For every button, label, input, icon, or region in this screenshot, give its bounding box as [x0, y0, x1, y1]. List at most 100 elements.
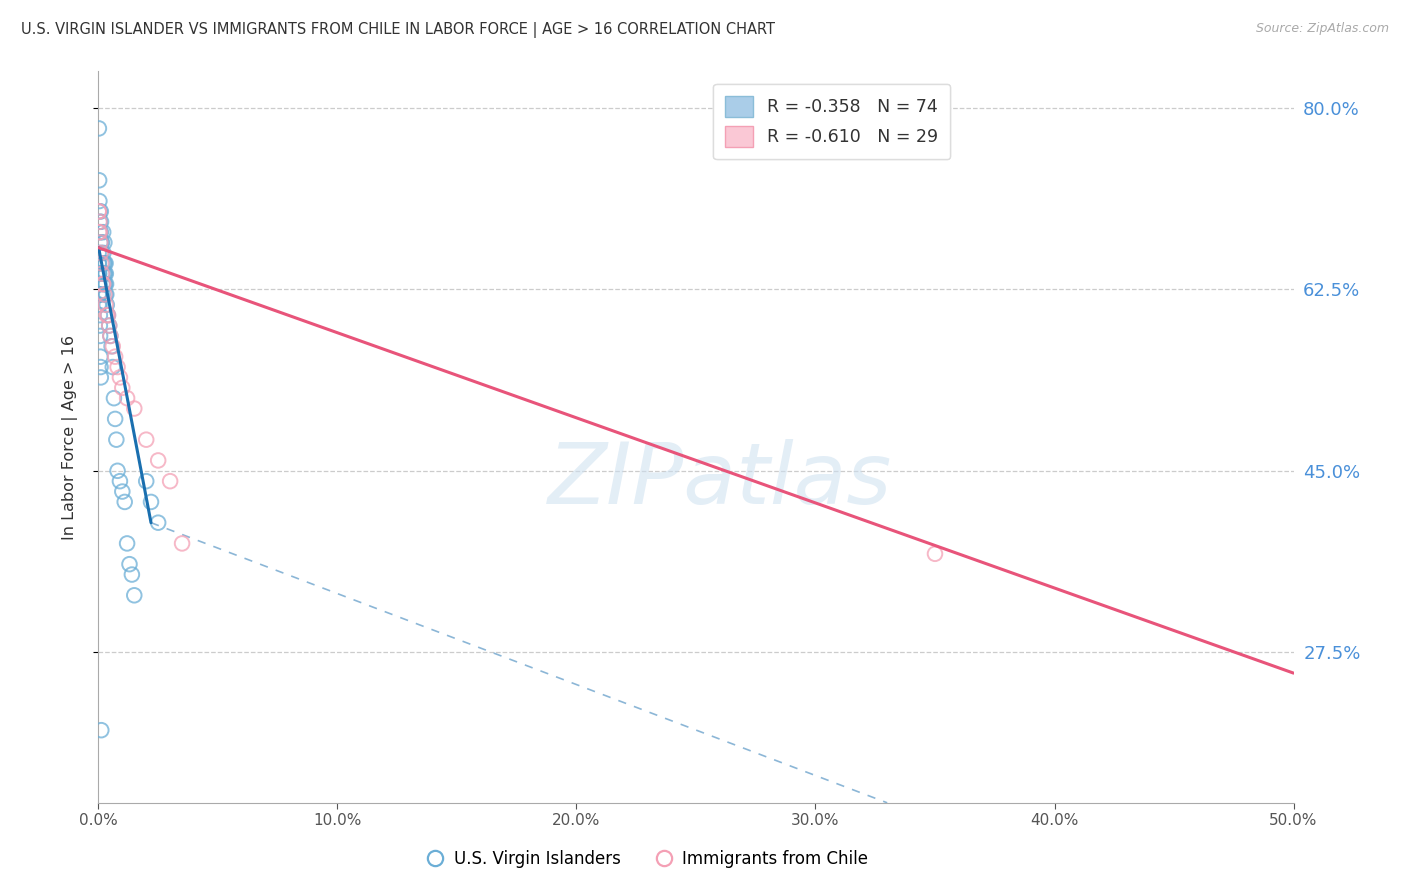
Point: [89, 194, 111, 208]
Point: [87, 277, 110, 291]
Point: [103, 391, 125, 405]
Point: [87, 298, 110, 312]
Point: [87, 267, 110, 281]
Point: [115, 391, 138, 405]
Point: [89, 308, 111, 322]
Point: [89, 287, 111, 301]
Point: [97, 308, 120, 322]
Point: [87, 277, 110, 291]
Point: [135, 474, 157, 488]
Point: [89, 215, 111, 229]
Point: [148, 516, 170, 530]
Point: [111, 381, 134, 395]
Point: [87, 256, 110, 270]
Point: [87, 204, 110, 219]
Point: [91, 277, 114, 291]
Point: [90, 256, 112, 270]
Point: [89, 298, 111, 312]
Point: [89, 277, 111, 291]
Point: [90, 204, 112, 219]
Point: [93, 235, 115, 250]
Point: [89, 267, 111, 281]
Point: [924, 547, 946, 561]
Point: [104, 412, 127, 426]
Point: [93, 277, 115, 291]
Point: [98, 318, 121, 333]
Point: [87, 267, 110, 281]
Point: [91, 287, 114, 301]
Point: [121, 567, 143, 582]
Text: Source: ZipAtlas.com: Source: ZipAtlas.com: [1256, 22, 1389, 36]
Point: [93, 256, 115, 270]
Point: [97, 308, 120, 322]
Point: [90, 723, 112, 738]
Point: [124, 401, 146, 416]
Legend: U.S. Virgin Islanders, Immigrants from Chile: U.S. Virgin Islanders, Immigrants from C…: [419, 844, 875, 875]
Point: [94, 277, 117, 291]
Point: [104, 350, 127, 364]
Point: [96, 298, 118, 312]
Point: [87, 256, 110, 270]
Point: [101, 359, 124, 374]
Point: [89, 225, 111, 239]
Point: [89, 318, 111, 333]
Point: [89, 350, 111, 364]
Point: [98, 329, 122, 343]
Point: [108, 370, 131, 384]
Point: [94, 256, 117, 270]
Legend: R = -0.358   N = 74, R = -0.610   N = 29: R = -0.358 N = 74, R = -0.610 N = 29: [713, 84, 950, 159]
Point: [89, 235, 111, 250]
Point: [135, 433, 157, 447]
Point: [90, 246, 112, 260]
Point: [89, 215, 111, 229]
Point: [96, 308, 118, 322]
Point: [94, 277, 117, 291]
Point: [87, 225, 110, 239]
Point: [114, 495, 136, 509]
Point: [94, 267, 117, 281]
Point: [89, 204, 111, 219]
Point: [89, 235, 111, 250]
Point: [90, 225, 112, 239]
Point: [118, 557, 141, 571]
Point: [87, 204, 110, 219]
Point: [93, 256, 115, 270]
Point: [98, 329, 122, 343]
Point: [89, 287, 111, 301]
Point: [90, 359, 112, 374]
Point: [89, 225, 111, 239]
Point: [159, 474, 181, 488]
Point: [91, 235, 114, 250]
Text: ZIPatlas: ZIPatlas: [548, 440, 891, 523]
Point: [90, 215, 112, 229]
Point: [87, 287, 110, 301]
Point: [105, 433, 128, 447]
Point: [91, 277, 114, 291]
Point: [91, 225, 114, 239]
Point: [94, 287, 117, 301]
Text: U.S. VIRGIN ISLANDER VS IMMIGRANTS FROM CHILE IN LABOR FORCE | AGE > 16 CORRELAT: U.S. VIRGIN ISLANDER VS IMMIGRANTS FROM …: [21, 22, 775, 38]
Point: [148, 453, 170, 467]
Point: [89, 329, 111, 343]
Point: [93, 246, 115, 260]
Y-axis label: In Labor Force | Age > 16: In Labor Force | Age > 16: [62, 334, 77, 540]
Point: [139, 495, 162, 509]
Point: [94, 267, 117, 281]
Point: [91, 267, 114, 281]
Point: [101, 339, 124, 353]
Point: [89, 277, 111, 291]
Point: [90, 235, 112, 250]
Point: [90, 370, 112, 384]
Point: [90, 246, 112, 260]
Point: [87, 121, 110, 136]
Point: [89, 287, 111, 301]
Point: [107, 464, 129, 478]
Point: [94, 298, 117, 312]
Point: [87, 246, 110, 260]
Point: [100, 339, 122, 353]
Point: [107, 359, 129, 374]
Point: [172, 536, 194, 550]
Point: [96, 287, 118, 301]
Point: [111, 484, 134, 499]
Point: [108, 474, 131, 488]
